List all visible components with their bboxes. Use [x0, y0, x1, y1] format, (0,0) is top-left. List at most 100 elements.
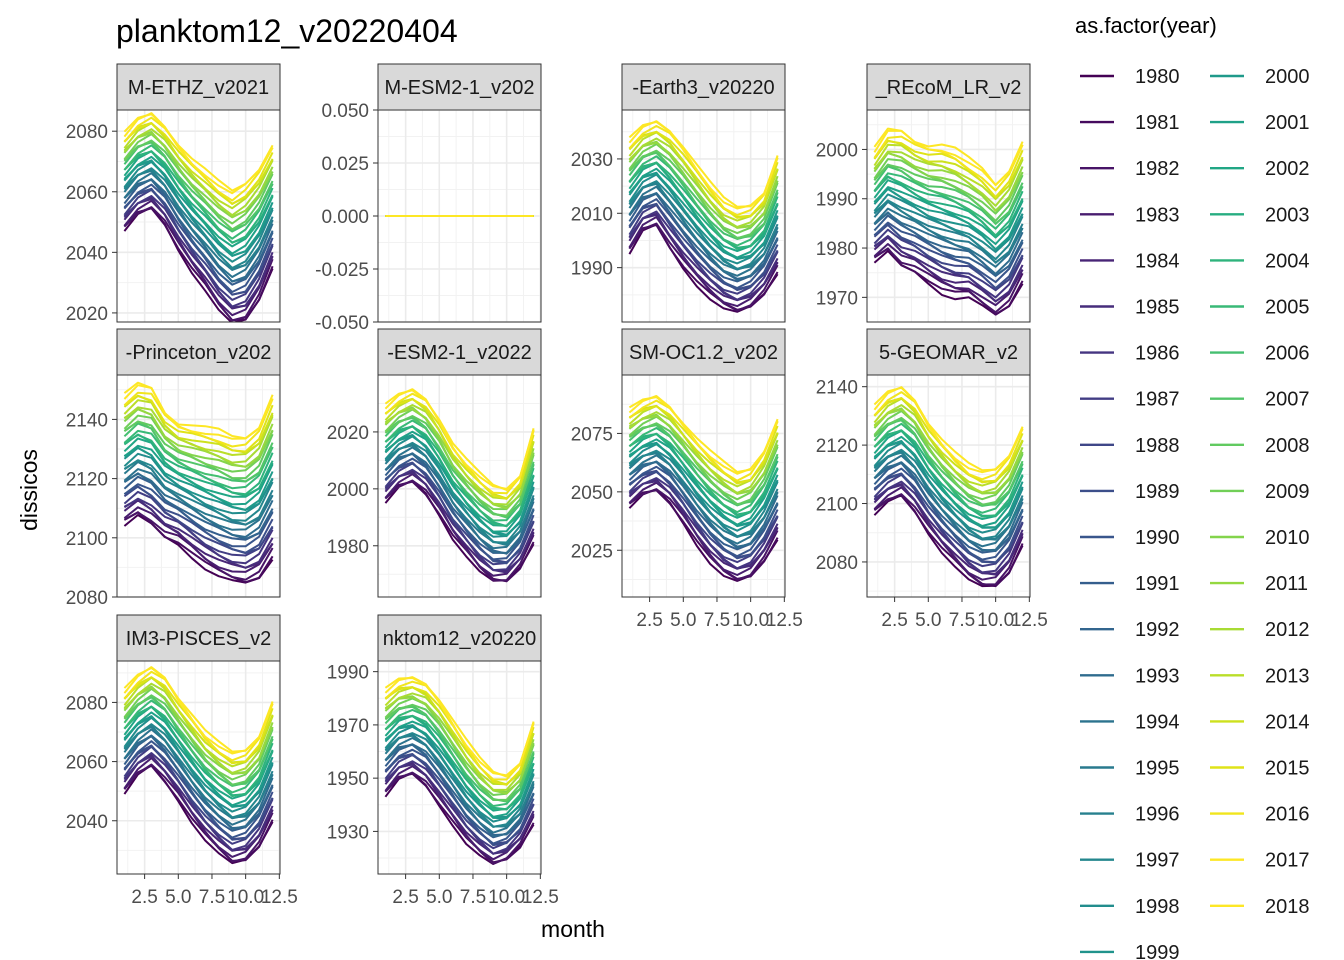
series-line-1981 [873, 494, 1024, 588]
series-line-2007 [123, 420, 274, 483]
y-tick-label: 2010 [571, 204, 613, 225]
series-line-1983 [123, 506, 274, 573]
series-line-1983 [873, 486, 1024, 581]
facet-panel: -Princeton_v202 2080 2100 2120 2140 [66, 328, 281, 609]
series-group [873, 127, 1024, 316]
legend-label: 1998 [1135, 896, 1180, 918]
facet-strip [866, 328, 1031, 376]
series-line-2007 [628, 424, 779, 506]
facet-strip [116, 328, 281, 376]
series-line-2007 [873, 419, 1024, 506]
y-tick-label: 2060 [66, 753, 108, 774]
facet-strip [621, 63, 786, 111]
facet-strip-label: 5-GEOMAR_v2 [879, 342, 1018, 364]
series-line-2018 [123, 113, 274, 192]
series-line-1996 [873, 199, 1024, 264]
series-line-2007 [123, 696, 274, 786]
y-tick-label: 2080 [66, 122, 108, 143]
series-line-1994 [384, 446, 535, 550]
x-tick-label: 5.0 [915, 610, 941, 631]
series-line-2011 [123, 407, 274, 468]
series-line-2015 [873, 140, 1024, 198]
facet-panel: SM-OC1.2_v202 2025 2050 2075 2.5 5.0 7.5 10.012… [571, 328, 803, 631]
series-line-1985 [873, 484, 1024, 576]
y-tick-label: 0.050 [321, 101, 369, 122]
y-tick-label: 2100 [816, 495, 858, 516]
series-line-1994 [123, 172, 274, 278]
legend-label: 2016 [1265, 804, 1310, 826]
series-group [384, 388, 535, 583]
y-tick-label: 1970 [327, 716, 369, 737]
y-tick-label: 2120 [816, 436, 858, 457]
legend-label: 2007 [1265, 389, 1310, 411]
series-line-1994 [873, 207, 1024, 268]
x-tick-label: 2.5 [881, 610, 907, 631]
series-line-2013 [123, 399, 274, 456]
y-tick-label: 2080 [66, 693, 108, 714]
series-line-2005 [873, 172, 1024, 230]
facet-strip [377, 63, 542, 111]
series-group [628, 395, 779, 582]
panel-border [866, 374, 1031, 598]
facet-strip-label: M-ESM2-1_v202 [384, 77, 534, 99]
series-line-2018 [873, 127, 1024, 186]
y-tick-label: 2060 [66, 183, 108, 204]
legend-label: 2017 [1265, 850, 1310, 872]
legend-label: 2004 [1265, 250, 1310, 272]
legend-label: 1987 [1135, 389, 1180, 411]
x-tick-label: 7.5 [704, 610, 730, 631]
series-group [873, 386, 1024, 588]
y-tick-label: 1990 [327, 663, 369, 684]
series-line-1983 [123, 757, 274, 858]
y-axis-label: dissicos [16, 449, 42, 531]
facet-strip [866, 63, 1031, 111]
facet-strip-label: nktom12_v20220 [383, 628, 536, 650]
series-line-1985 [123, 755, 274, 852]
y-tick-label: 2040 [66, 812, 108, 833]
y-tick-label: -0.050 [315, 313, 369, 334]
series-line-2011 [123, 132, 274, 218]
series-line-2018 [123, 381, 274, 440]
series-line-2007 [384, 416, 535, 519]
legend-label: 1981 [1135, 112, 1180, 134]
legend-label: 1990 [1135, 527, 1180, 549]
series-line-2005 [628, 155, 779, 247]
series-line-2018 [628, 396, 779, 473]
legend-label: 1991 [1135, 573, 1180, 595]
y-tick-label: 1990 [816, 190, 858, 211]
facet-panels: M-ETHZ_v2021 2020 2040 2060 2080 M-ESM2-1_v20… [66, 63, 1048, 908]
series-line-1989 [873, 224, 1024, 290]
y-tick-label: 2120 [66, 470, 108, 491]
series-line-2009 [123, 133, 274, 225]
series-line-2018 [628, 120, 779, 208]
facet-strip [377, 328, 542, 376]
facet-strip-label: SM-OC1.2_v202 [629, 342, 778, 364]
facet-strip-label: -ESM2-1_v2022 [387, 342, 532, 364]
x-tick-label: 12.5 [766, 610, 803, 631]
y-tick-label: -0.025 [315, 260, 369, 281]
series-line-2007 [628, 151, 779, 239]
chart-title: planktom12_v20220404 [116, 13, 458, 49]
facet-panel: M-ETHZ_v2021 2020 2040 2060 2080 [66, 63, 281, 325]
y-tick-label: 1980 [816, 239, 858, 260]
legend-label: 2000 [1265, 66, 1310, 88]
legend-label: 1986 [1135, 343, 1180, 365]
x-tick-label: 7.5 [460, 887, 486, 908]
y-tick-label: 2040 [66, 243, 108, 264]
series-line-1996 [123, 459, 274, 526]
series-group [628, 120, 779, 313]
series-line-1981 [123, 511, 274, 584]
series-line-2001 [873, 186, 1024, 245]
x-tick-label: 10.0 [488, 887, 525, 908]
legend-label: 1989 [1135, 481, 1180, 503]
series-line-1998 [873, 193, 1024, 253]
y-tick-label: 2050 [571, 483, 613, 504]
series-line-1994 [123, 468, 274, 531]
legend-label: 1997 [1135, 850, 1180, 872]
series-line-1983 [628, 481, 779, 576]
legend-label: 1999 [1135, 942, 1180, 960]
series-line-2009 [873, 410, 1024, 501]
panel-border [621, 109, 786, 323]
panel-border [621, 374, 786, 598]
facet-strip [621, 328, 786, 376]
